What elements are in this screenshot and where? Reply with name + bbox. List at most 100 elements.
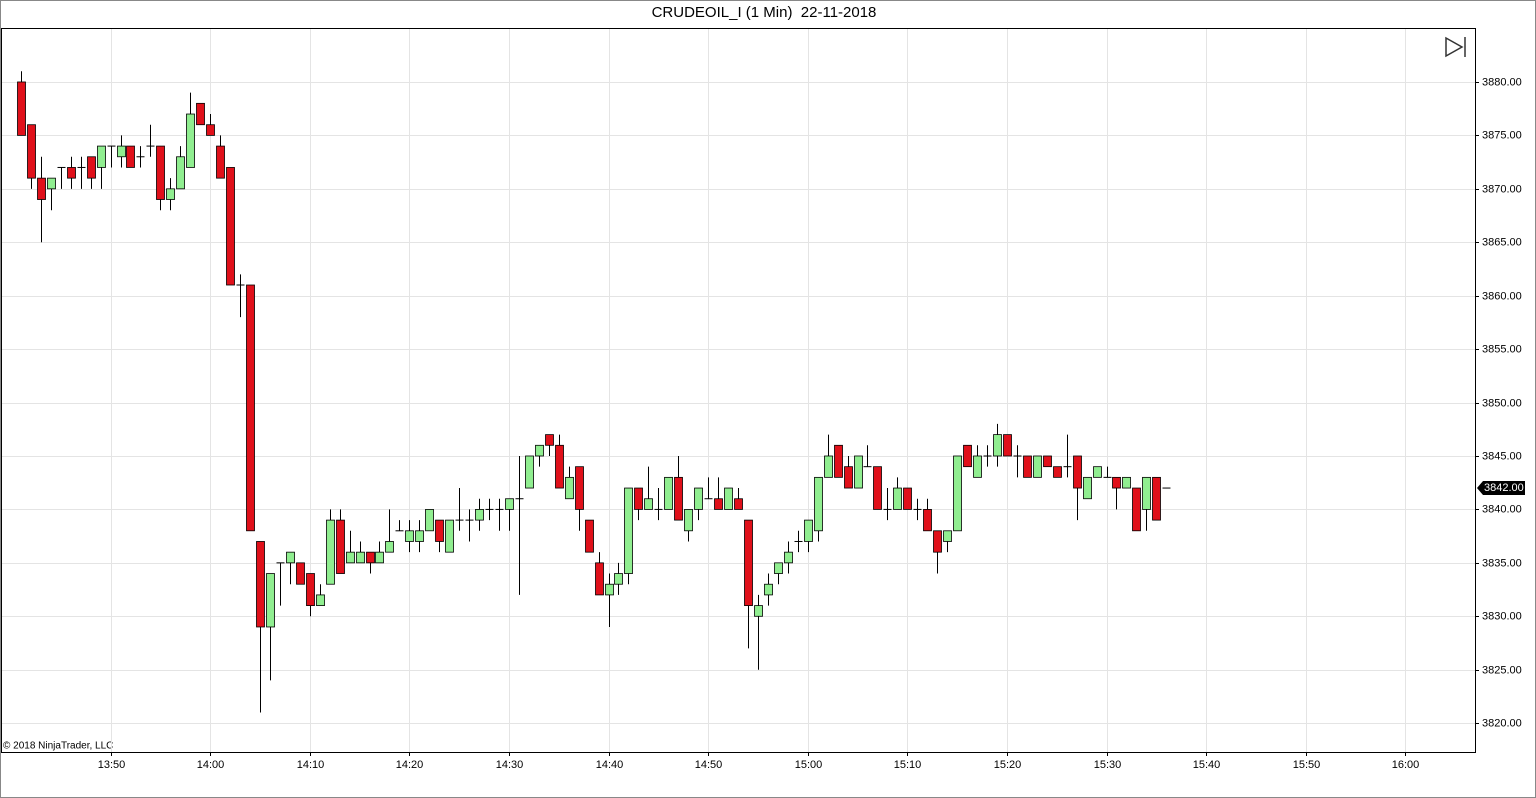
candle-body	[306, 573, 315, 606]
candle-body	[156, 145, 165, 200]
x-tick-label: 15:20	[994, 759, 1022, 771]
scroll-end-icon[interactable]	[1445, 36, 1466, 58]
candle-body	[734, 498, 743, 510]
candle-body	[37, 177, 46, 200]
candle-body	[1043, 455, 1052, 468]
x-tick-label: 14:10	[297, 759, 325, 771]
candle-body	[694, 487, 703, 510]
candle-body	[614, 573, 623, 585]
candle-body	[1053, 466, 1062, 478]
y-tick-label: 3835.00	[1482, 557, 1522, 569]
y-tick-label: 3880.00	[1482, 76, 1522, 88]
last-price-label: 3842.00	[1484, 482, 1524, 494]
y-tick-label: 3870.00	[1482, 183, 1522, 195]
candle-body	[903, 487, 912, 510]
plot-border	[1, 28, 1476, 753]
candle-body	[714, 498, 723, 510]
candle-body	[873, 466, 882, 510]
x-tick-label: 14:40	[596, 759, 624, 771]
candle-body	[624, 487, 633, 574]
x-tick-label: 15:40	[1193, 759, 1221, 771]
candle-body	[933, 530, 942, 553]
candle-body	[854, 455, 863, 489]
candle-body	[286, 551, 295, 564]
candle-body	[1093, 466, 1102, 478]
x-tick-label: 14:00	[197, 759, 225, 771]
y-tick-label: 3830.00	[1482, 610, 1522, 622]
candle-body	[923, 509, 932, 532]
chart-title: CRUDEOIL_I (1 Min) 22-11-2018	[652, 4, 877, 21]
candle-body	[963, 444, 972, 468]
candle-body	[1023, 455, 1032, 478]
candle-body	[565, 476, 574, 500]
candle-body	[126, 145, 135, 168]
candle-body	[804, 519, 813, 542]
y-tick-label: 3875.00	[1482, 129, 1522, 141]
candle-body	[575, 466, 584, 510]
candle-body	[764, 583, 773, 596]
candle-body	[435, 519, 444, 542]
candle-body	[17, 81, 26, 136]
candle-body	[834, 444, 843, 478]
candle-body	[67, 167, 76, 179]
candle-body	[375, 551, 384, 564]
x-tick-label: 15:50	[1293, 759, 1321, 771]
candle-body	[644, 498, 653, 510]
candle-body	[47, 177, 56, 190]
candle-body	[754, 605, 763, 617]
candle-body	[545, 434, 554, 446]
y-tick-label: 3825.00	[1482, 664, 1522, 676]
candle-body	[535, 444, 544, 457]
candle-body	[266, 573, 275, 628]
x-tick-label: 14:20	[396, 759, 424, 771]
candle-body	[1152, 476, 1161, 521]
candle-body	[176, 156, 185, 190]
candle-body	[1003, 434, 1012, 457]
candle-body	[445, 519, 454, 553]
candle-body	[953, 455, 962, 532]
candle-body	[1132, 487, 1141, 532]
y-tick-label: 3820.00	[1482, 717, 1522, 729]
candle-body	[525, 455, 534, 489]
x-tick-label: 14:30	[496, 759, 524, 771]
candle-body	[724, 487, 733, 510]
copyright: © 2018 NinjaTrader, LLC	[3, 741, 113, 752]
candle-body	[824, 455, 833, 478]
candle-body	[505, 498, 514, 510]
x-tick-label: 16:00	[1392, 759, 1420, 771]
candle-body	[216, 145, 225, 179]
candle-body	[87, 156, 96, 179]
candle-body	[356, 551, 365, 564]
candle-body	[784, 551, 793, 564]
candle-body	[595, 562, 604, 596]
candle-body	[166, 188, 175, 200]
candle-body	[415, 530, 424, 542]
candle-body	[296, 562, 305, 585]
candle-body	[943, 530, 952, 542]
candle-body	[605, 583, 614, 596]
x-tick-label: 15:30	[1094, 759, 1122, 771]
candle-body	[117, 145, 126, 158]
candle-body	[1122, 476, 1131, 489]
candle-body	[326, 519, 335, 585]
x-tick-label: 13:50	[98, 759, 126, 771]
candle-body	[1083, 476, 1092, 500]
candle-body	[316, 594, 325, 606]
candle-body	[425, 509, 434, 532]
y-tick-label: 3860.00	[1482, 290, 1522, 302]
candle-body	[206, 124, 215, 136]
candle-body	[475, 509, 484, 521]
candle-body	[585, 519, 594, 553]
candle-body	[196, 102, 205, 126]
candle-body	[674, 476, 683, 521]
candle-body	[1033, 455, 1042, 478]
y-tick-label: 3845.00	[1482, 450, 1522, 462]
candle-body	[27, 124, 36, 179]
x-tick-label: 15:10	[894, 759, 922, 771]
candle-body	[555, 444, 564, 489]
candle-body	[993, 434, 1002, 457]
candle-body	[346, 551, 355, 564]
y-tick-label: 3865.00	[1482, 236, 1522, 248]
candle-body	[1112, 476, 1121, 489]
